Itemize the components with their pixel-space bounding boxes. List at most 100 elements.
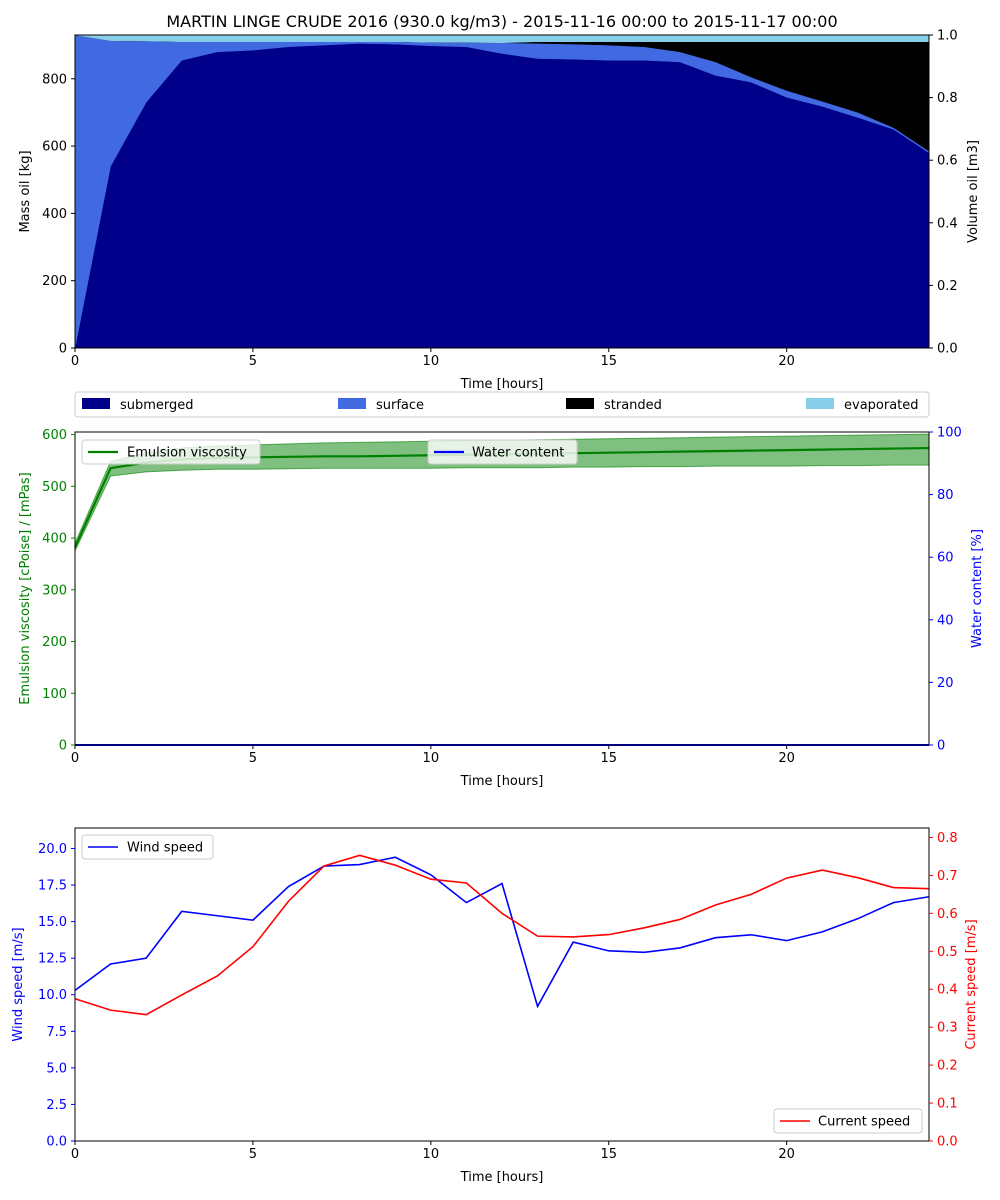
legend-box	[81, 834, 214, 860]
y-left-tick-label: 600	[42, 140, 67, 155]
y-right-axis-label: Current speed [m/s]	[964, 919, 979, 1049]
y-left-tick-label: 500	[42, 480, 67, 495]
y-left-tick-label: 100	[42, 687, 67, 702]
y-right-tick-label: 0.0	[937, 342, 958, 357]
x-tick-label: 5	[249, 1147, 257, 1162]
x-tick-label: 10	[423, 1147, 440, 1162]
y-right-tick-label: 80	[937, 488, 954, 503]
legend-oil-budget: submerged surface stranded evaporated	[74, 391, 930, 418]
x-tick-label: 10	[423, 751, 440, 766]
y-right-axis-label: Volume oil [m3]	[966, 140, 981, 243]
legend-box	[74, 391, 930, 418]
plot-frame	[74, 431, 930, 746]
legend-label: Wind speed	[127, 841, 203, 856]
legend-label: stranded	[604, 398, 662, 413]
legend-box	[81, 439, 261, 465]
y-left-tick-label: 0.0	[46, 1135, 67, 1150]
y-left-axis-label: Emulsion viscosity [cPoise] / [mPas]	[18, 472, 33, 704]
y-left-tick-label: 7.5	[46, 1025, 67, 1040]
y-left-tick-label: 20.0	[38, 842, 67, 857]
x-tick-label: 20	[778, 751, 795, 766]
legend-wind-speed: Wind speed	[81, 834, 214, 860]
y-right-tick-label: 0.8	[937, 91, 958, 106]
y-left-tick-label: 300	[42, 583, 67, 598]
y-left-axis-label: Wind speed [m/s]	[11, 927, 26, 1041]
y-right-tick-label: 0.3	[937, 1021, 958, 1036]
line-current-speed	[74, 854, 930, 1016]
y-left-tick-label: 800	[42, 72, 67, 87]
area-evaporated	[74, 34, 930, 43]
legend-box	[773, 1108, 923, 1134]
y-right-tick-label: 0.2	[937, 279, 958, 294]
legend-swatch	[338, 398, 366, 409]
y-right-tick-label: 0.4	[937, 983, 958, 998]
y-left-tick-label: 12.5	[38, 952, 67, 967]
x-tick-label: 5	[249, 354, 257, 369]
line-wind-speed	[74, 856, 930, 1009]
legend-label: evaporated	[844, 398, 919, 413]
legend-label: Water content	[472, 446, 564, 461]
y-right-tick-label: 0.2	[937, 1059, 958, 1074]
y-left-tick-label: 10.0	[38, 988, 67, 1003]
x-tick-label: 0	[71, 354, 79, 369]
legend-label: Emulsion viscosity	[127, 446, 247, 461]
y-left-tick-label: 15.0	[38, 915, 67, 930]
legend-current-speed: Current speed	[773, 1108, 923, 1134]
plot-frame	[74, 827, 930, 1142]
y-left-tick-label: 5.0	[46, 1061, 67, 1076]
x-axis-label: Time [hours]	[460, 377, 544, 392]
x-axis-label: Time [hours]	[460, 1170, 544, 1185]
y-right-tick-label: 0.6	[937, 154, 958, 169]
x-tick-label: 15	[600, 354, 617, 369]
y-left-tick-label: 17.5	[38, 879, 67, 894]
legend-water-content: Water content	[427, 439, 578, 465]
y-right-tick-label: 0.5	[937, 945, 958, 960]
plot-frame	[74, 34, 930, 349]
y-right-tick-label: 0.0	[937, 1135, 958, 1150]
legend-label: surface	[376, 398, 424, 413]
y-right-tick-label: 0.7	[937, 869, 958, 884]
y-right-tick-label: 20	[937, 676, 954, 691]
legend-label: submerged	[120, 398, 194, 413]
y-left-tick-label: 200	[42, 274, 67, 289]
legend-swatch	[82, 398, 110, 409]
figure-title: MARTIN LINGE CRUDE 2016 (930.0 kg/m3) - …	[166, 12, 837, 31]
y-left-tick-label: 200	[42, 635, 67, 650]
x-tick-label: 0	[71, 751, 79, 766]
y-right-tick-label: 100	[937, 426, 962, 441]
legend-box	[427, 439, 578, 465]
x-tick-label: 5	[249, 751, 257, 766]
y-right-tick-label: 0.8	[937, 831, 958, 846]
y-right-axis-label: Water content [%]	[970, 529, 985, 648]
y-left-tick-label: 2.5	[46, 1098, 67, 1113]
y-left-tick-label: 400	[42, 207, 67, 222]
x-tick-label: 10	[423, 354, 440, 369]
x-tick-label: 15	[600, 751, 617, 766]
y-left-tick-label: 600	[42, 428, 67, 443]
y-right-tick-label: 0.1	[937, 1097, 958, 1112]
x-axis-label: Time [hours]	[460, 774, 544, 789]
panel-1: 0 5 10 15 20 Time [hours] 0 200 400 600 800 0.0 0.2 0…	[18, 29, 981, 418]
panel-3: 0 5 10 15 20 Time [hours] 0.0 2.5 5.0 7.5 10.0 12.5…	[11, 827, 979, 1185]
y-right-tick-label: 60	[937, 551, 954, 566]
legend-label: Current speed	[818, 1115, 910, 1130]
y-right-tick-label: 0.6	[937, 907, 958, 922]
x-tick-label: 20	[778, 354, 795, 369]
y-right-tick-label: 1.0	[937, 29, 958, 44]
y-left-axis-label: Mass oil [kg]	[18, 150, 33, 232]
y-right-tick-label: 40	[937, 613, 954, 628]
y-left-tick-label: 0	[59, 739, 67, 754]
y-left-tick-label: 400	[42, 532, 67, 547]
y-right-tick-label: 0	[937, 739, 945, 754]
x-tick-label: 20	[778, 1147, 795, 1162]
x-tick-label: 0	[71, 1147, 79, 1162]
legend-swatch	[566, 398, 594, 409]
legend-swatch	[806, 398, 834, 409]
x-tick-label: 15	[600, 1147, 617, 1162]
panel-2: 0 5 10 15 20 Time [hours] 0 100 200 300 400 500 600 0…	[18, 426, 985, 790]
y-left-tick-label: 0	[59, 342, 67, 357]
y-right-tick-label: 0.4	[937, 216, 958, 231]
legend-emulsion-viscosity: Emulsion viscosity	[81, 439, 261, 465]
